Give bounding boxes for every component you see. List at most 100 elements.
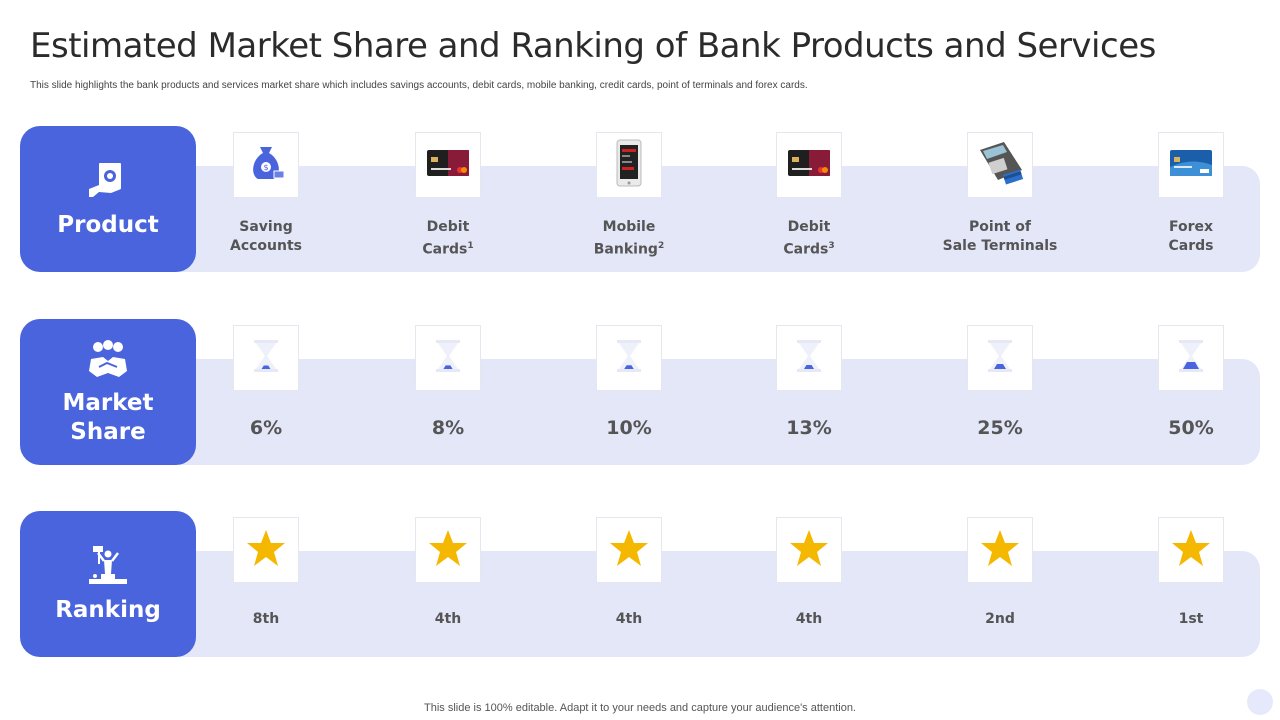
product-item: Mobile Banking2 xyxy=(564,132,694,260)
product-name-line2: Cards xyxy=(1168,238,1214,254)
ranking-item: 4th xyxy=(383,517,513,627)
footer-note: This slide is 100% editable. Adapt it to… xyxy=(424,702,856,714)
hourglass-tile xyxy=(233,325,299,391)
ranking-label-box: Ranking xyxy=(20,511,196,657)
mobile-phone-icon xyxy=(616,139,642,191)
product-footnote-marker: 1 xyxy=(467,241,474,251)
product-footnote-marker: 3 xyxy=(828,241,835,251)
product-name: Debit Cards3 xyxy=(744,218,874,260)
market-share-label-box: Market Share xyxy=(20,319,196,465)
hourglass-tile xyxy=(1158,325,1224,391)
product-item: Forex Cards xyxy=(1126,132,1256,256)
market-share-value: 6% xyxy=(249,417,283,439)
hourglass-icon xyxy=(787,334,831,382)
star-icon xyxy=(428,528,468,572)
page-title: Estimated Market Share and Ranking of Ba… xyxy=(30,26,1156,66)
star-icon xyxy=(609,528,649,572)
ranking-band xyxy=(140,551,1260,657)
debit-card-icon xyxy=(787,148,831,182)
product-icon-tile: $ xyxy=(233,132,299,198)
hourglass-icon xyxy=(607,334,651,382)
pos-terminal-icon xyxy=(974,140,1026,190)
star-tile xyxy=(967,517,1033,583)
hourglass-tile xyxy=(415,325,481,391)
market-share-value: 10% xyxy=(606,417,652,439)
podium-winner-icon xyxy=(89,545,127,584)
hourglass-tile xyxy=(776,325,842,391)
product-band xyxy=(140,166,1260,272)
page-subtitle: This slide highlights the bank products … xyxy=(30,80,808,91)
hourglass-icon xyxy=(978,334,1022,382)
star-tile xyxy=(776,517,842,583)
product-name-line1: Debit xyxy=(426,219,470,235)
product-name-line2: Cards xyxy=(422,241,468,258)
money-bag-icon: $ xyxy=(244,141,288,189)
star-icon xyxy=(246,528,286,572)
ranking-value: 2nd xyxy=(985,611,1015,627)
product-item: Debit Cards1 xyxy=(383,132,513,260)
product-name-line1: Forex xyxy=(1168,219,1214,235)
product-label-box: Product xyxy=(20,126,196,272)
ranking-row: Ranking 8th 4th 4th 4th 2nd 1st xyxy=(20,511,1260,657)
market-share-value: 8% xyxy=(431,417,465,439)
star-icon xyxy=(980,528,1020,572)
star-tile xyxy=(1158,517,1224,583)
market-share-label: Market Share xyxy=(62,390,154,445)
market-share-item: 13% xyxy=(744,325,874,439)
product-name-line1: Mobile xyxy=(602,219,656,235)
hand-gear-document-icon xyxy=(89,162,121,197)
star-tile xyxy=(596,517,662,583)
product-icon-tile xyxy=(1158,132,1224,198)
product-row: Product $ Saving Accounts Debit Cards1 Mobile… xyxy=(20,126,1260,272)
star-icon xyxy=(789,528,829,572)
market-share-item: 8% xyxy=(383,325,513,439)
hourglass-tile xyxy=(967,325,1033,391)
market-share-value: 50% xyxy=(1168,417,1214,439)
product-name-line2: Accounts xyxy=(229,238,302,254)
hourglass-tile xyxy=(596,325,662,391)
product-name-line2: Sale Terminals xyxy=(942,238,1058,254)
market-share-band xyxy=(140,359,1260,465)
market-share-item: 6% xyxy=(201,325,331,439)
ranking-value: 4th xyxy=(795,611,823,627)
ranking-value: 8th xyxy=(252,611,280,627)
product-item: Point of Sale Terminals xyxy=(935,132,1065,256)
product-name-line2: Banking xyxy=(593,241,658,258)
ranking-item: 4th xyxy=(564,517,694,627)
hourglass-icon xyxy=(244,334,288,382)
forex-card-icon xyxy=(1169,149,1213,181)
ranking-value: 4th xyxy=(434,611,462,627)
market-share-item: 10% xyxy=(564,325,694,439)
star-tile xyxy=(233,517,299,583)
product-name: Point of Sale Terminals xyxy=(935,218,1065,256)
market-share-value: 25% xyxy=(977,417,1023,439)
market-share-row: Market Share 6% 8% 10% 13% 25% 50% xyxy=(20,319,1260,465)
hourglass-icon xyxy=(426,334,470,382)
debit-card-icon xyxy=(426,148,470,182)
product-name-line1: Saving xyxy=(239,219,293,235)
product-label: Product xyxy=(57,211,159,238)
product-item: $ Saving Accounts xyxy=(201,132,331,256)
market-share-value: 13% xyxy=(786,417,832,439)
product-item: Debit Cards3 xyxy=(744,132,874,260)
ranking-label: Ranking xyxy=(55,596,161,623)
product-icon-tile xyxy=(415,132,481,198)
ranking-value: 4th xyxy=(615,611,643,627)
product-name: Forex Cards xyxy=(1126,218,1256,256)
star-icon xyxy=(1171,528,1211,572)
ranking-item: 4th xyxy=(744,517,874,627)
ranking-value: 1st xyxy=(1178,611,1204,627)
product-name: Debit Cards1 xyxy=(383,218,513,260)
handshake-group-icon xyxy=(89,340,127,377)
hourglass-icon xyxy=(1169,334,1213,382)
product-icon-tile xyxy=(596,132,662,198)
product-icon-tile xyxy=(776,132,842,198)
product-name-line2: Cards xyxy=(783,241,829,258)
product-name: Mobile Banking2 xyxy=(564,218,694,260)
ranking-item: 2nd xyxy=(935,517,1065,627)
market-share-item: 50% xyxy=(1126,325,1256,439)
market-share-item: 25% xyxy=(935,325,1065,439)
star-tile xyxy=(415,517,481,583)
corner-dot xyxy=(1247,689,1273,715)
ranking-item: 1st xyxy=(1126,517,1256,627)
